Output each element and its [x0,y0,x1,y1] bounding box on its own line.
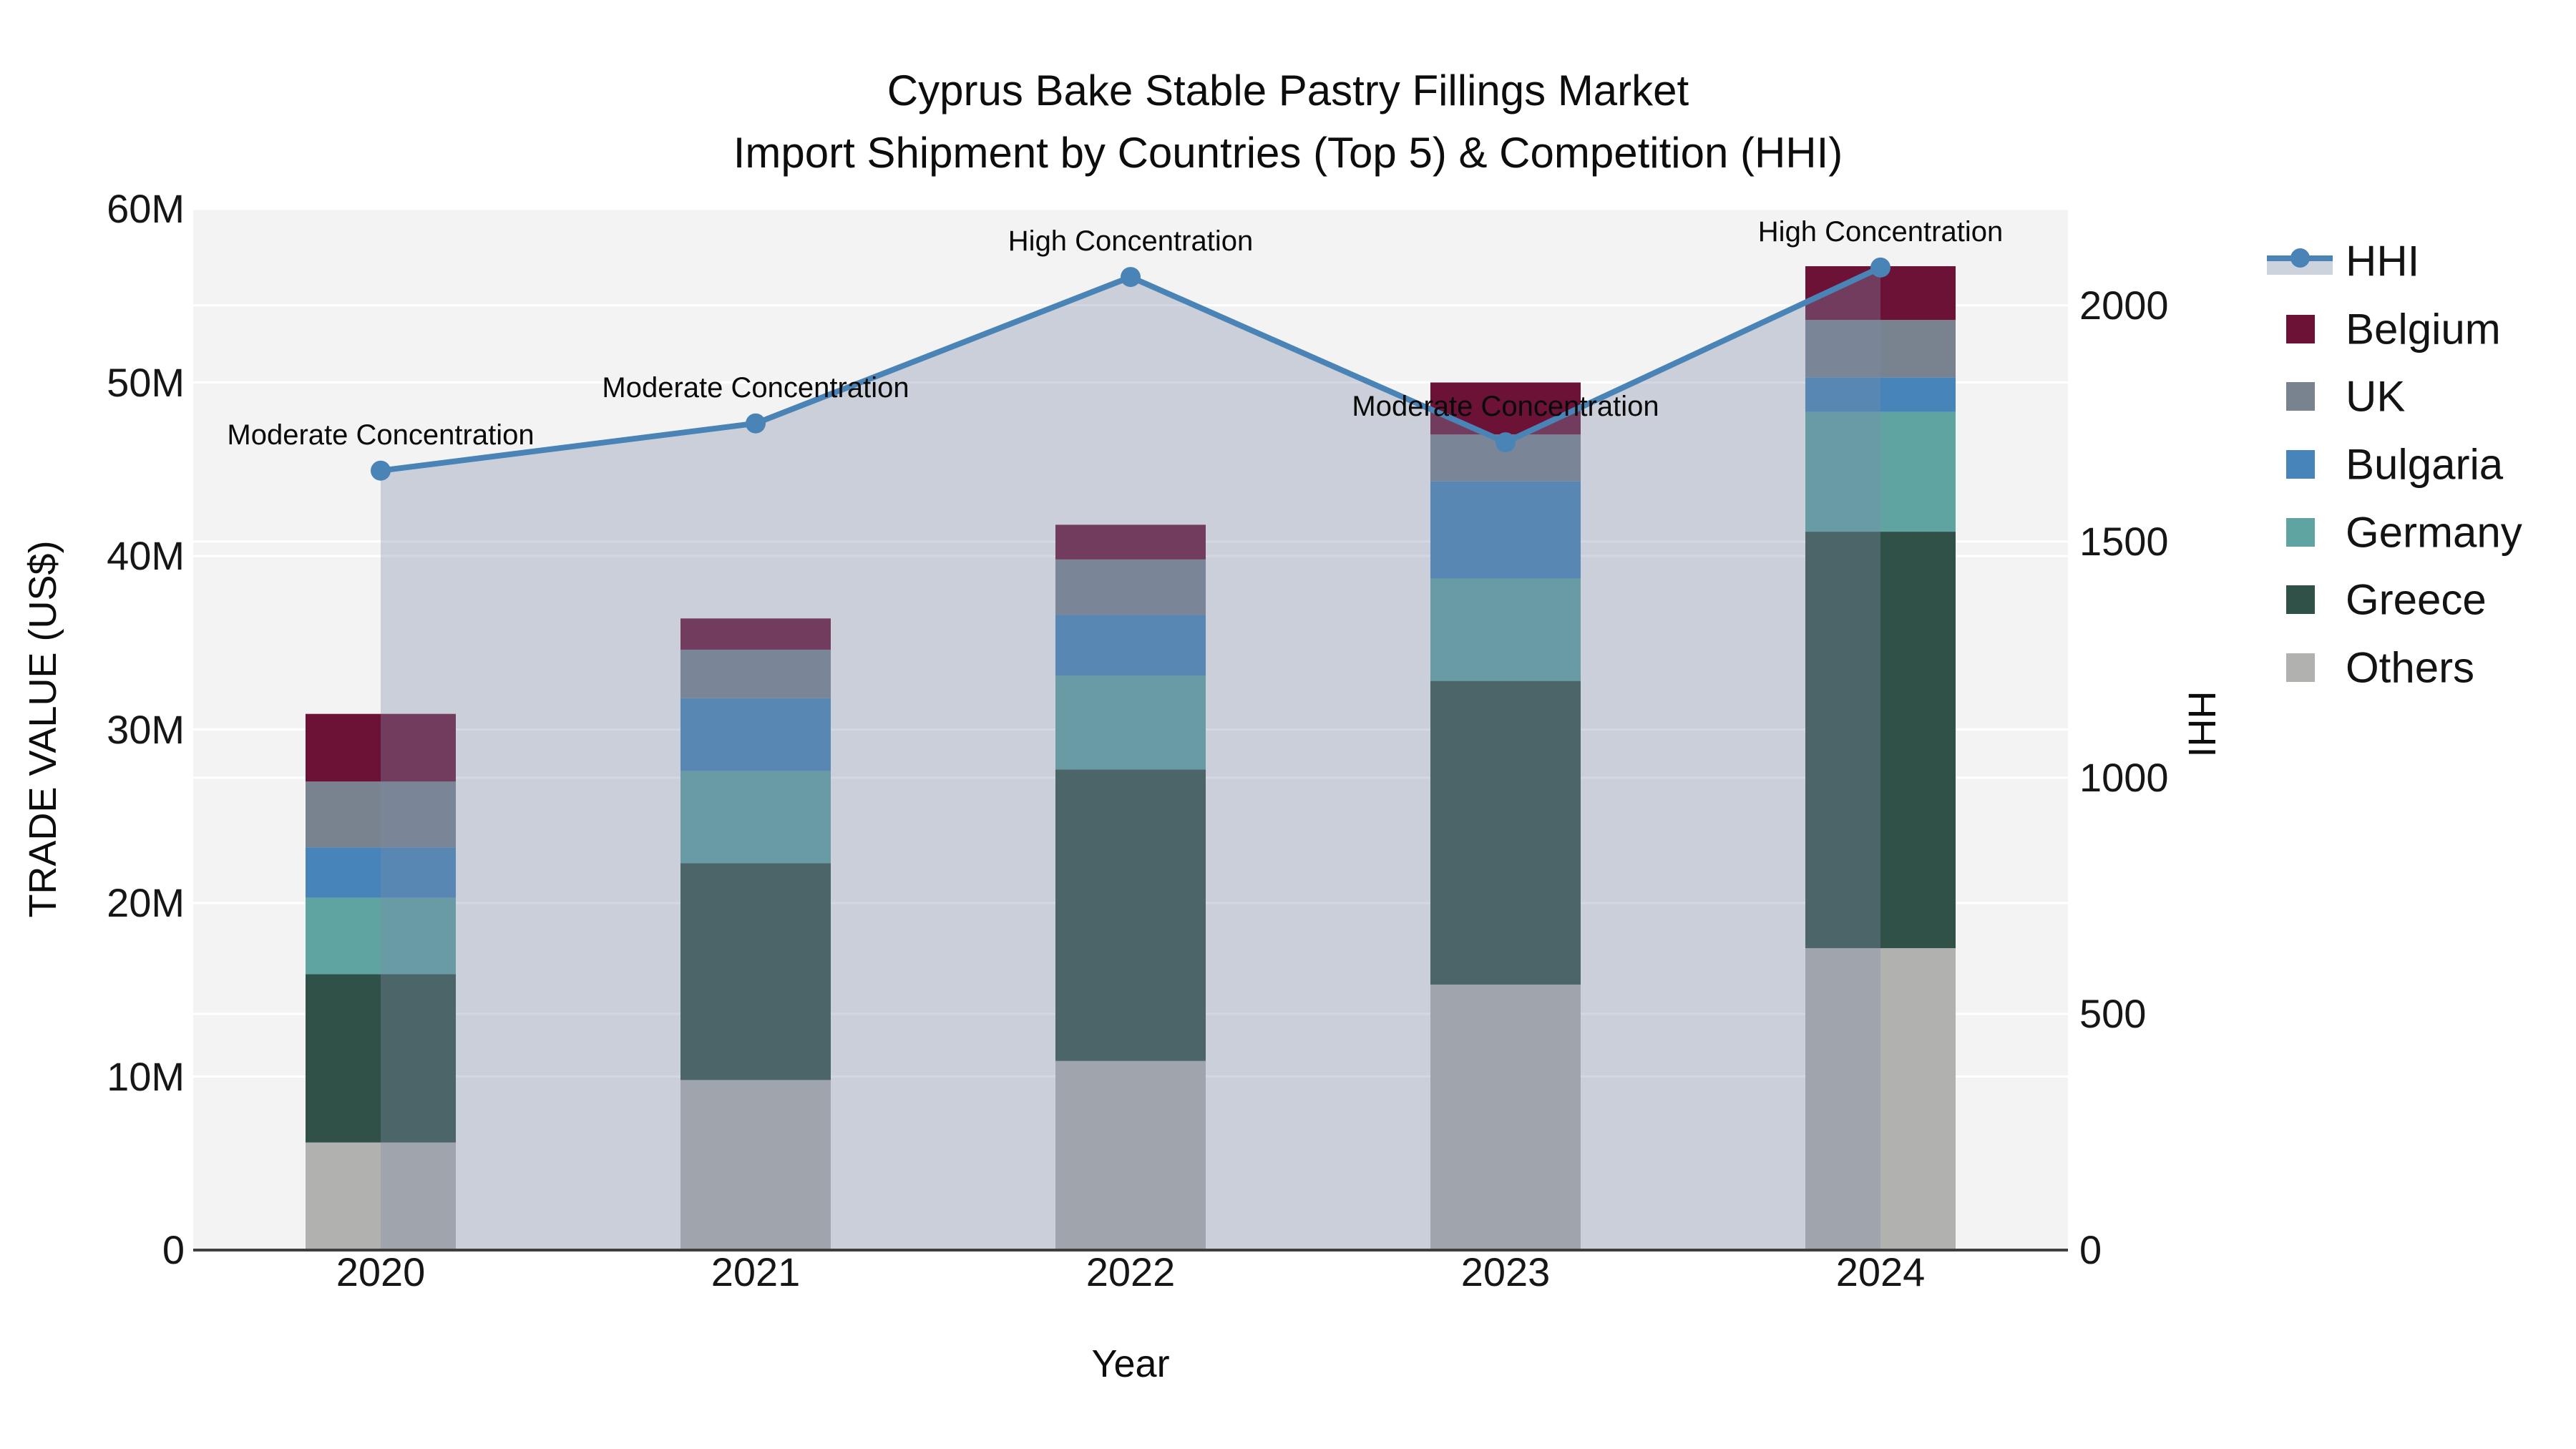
legend-swatch-germany-icon [2286,518,2315,547]
x-axis-title: Year [1091,1342,1170,1385]
bar-segment-2021-germany [680,771,831,864]
bar-segment-2024-bulgaria [1805,377,1956,412]
legend-swatch-belgium-icon [2286,315,2315,343]
legend-swatch-uk-icon [2286,382,2315,411]
annotation-2021: Moderate Concentration [602,371,909,404]
bar-segment-2020-bulgaria [306,847,456,898]
bar-segment-2023-others [1430,984,1581,1250]
bar-segment-2021-belgium [680,618,831,650]
bar-segment-2024-greece [1805,532,1956,949]
hhi-marker-2021 [746,413,766,434]
x-tick-2024: 2024 [1835,1249,1926,1294]
bar-segment-2024-uk [1805,320,1956,378]
bar-segment-2022-bulgaria [1055,615,1206,676]
bar-segment-2022-belgium [1055,525,1206,560]
bar-segment-2020-greece [306,974,456,1143]
y2-tick-0: 0 [2079,1227,2102,1272]
bar-segment-2023-germany [1430,578,1581,681]
legend-item-germany[interactable]: Germany [2267,507,2567,557]
bar-segment-2021-others [680,1080,831,1250]
legend-label-greece: Greece [2346,575,2487,624]
y-tick-10M: 10M [107,1053,185,1099]
hhi-line-swatch-icon [2267,246,2333,275]
legend-item-bulgaria[interactable]: Bulgaria [2267,439,2567,489]
y-tick-60M: 60M [107,186,185,231]
y2-tick-500: 500 [2079,990,2147,1036]
annotation-2024: High Concentration [1757,215,2004,248]
y2-tick-1500: 1500 [2079,518,2169,564]
bar-segment-2021-greece [680,863,831,1080]
legend-swatch-others-icon [2286,653,2315,682]
legend-item-others[interactable]: Others [2267,643,2567,693]
bar-segment-2022-greece [1055,769,1206,1061]
bar-segment-2023-belgium [1430,382,1581,435]
y2-axis-title: HHI [2180,691,2223,758]
y2-tick-2000: 2000 [2079,282,2169,328]
x-tick-2022: 2022 [1085,1249,1176,1294]
bar-segment-2024-germany [1805,411,1956,532]
legend-swatch-bulgaria-icon [2286,450,2315,479]
legend-item-hhi[interactable]: HHI [2267,236,2567,286]
legend-swatch-greece-icon [2286,585,2315,614]
hhi-marker-swatch [2290,248,2310,268]
bar-segment-2021-bulgaria [680,698,831,771]
hhi-marker-2022 [1121,267,1141,288]
x-tick-2023: 2023 [1460,1249,1551,1294]
bar-segment-2020-belgium [306,713,456,782]
annotation-2020: Moderate Concentration [227,419,535,451]
legend-label-bulgaria: Bulgaria [2346,440,2504,489]
y2-tick-1000: 1000 [2079,754,2169,800]
hhi-area-fill [381,267,1880,1250]
legend-label-others: Others [2346,643,2475,692]
x-tick-2020: 2020 [336,1249,426,1294]
legend-item-uk[interactable]: UK [2267,371,2567,421]
annotation-2022: High Concentration [1008,225,1254,258]
bar-segment-2023-greece [1430,680,1581,985]
bar-segment-2021-uk [680,649,831,698]
annotation-2023: Moderate Concentration [1352,391,1659,423]
y-axis-title: TRADE VALUE (US$) [21,540,64,918]
hhi-marker-2023 [1496,432,1516,453]
bar-segment-2022-uk [1055,559,1206,615]
bar-segment-2023-bulgaria [1430,481,1581,579]
hhi-marker-2020 [371,460,391,481]
hhi-marker-2024 [1870,257,1890,278]
bar-segment-2020-uk [306,781,456,848]
legend-label-hhi: HHI [2346,237,2420,286]
y-tick-20M: 20M [107,880,185,925]
bar-segment-2020-germany [306,897,456,975]
y-tick-0: 0 [162,1227,185,1272]
legend-item-greece[interactable]: Greece [2267,575,2567,625]
legend-label-belgium: Belgium [2346,305,2501,353]
bar-segment-2024-others [1805,948,1956,1250]
chart-title-line1: Cyprus Bake Stable Pastry Fillings Marke… [887,67,1689,114]
bar-segment-2022-others [1055,1060,1206,1250]
y-tick-50M: 50M [107,359,185,405]
bar-segment-2022-germany [1055,675,1206,770]
legend-item-belgium[interactable]: Belgium [2267,304,2567,354]
y-tick-30M: 30M [107,706,185,752]
chart-title-line2: Import Shipment by Countries (Top 5) & C… [733,129,1843,177]
legend-label-germany: Germany [2346,508,2522,557]
x-tick-2021: 2021 [711,1249,801,1294]
bar-segment-2020-others [306,1142,456,1250]
y-tick-40M: 40M [107,533,185,578]
legend-label-uk: UK [2346,372,2406,421]
